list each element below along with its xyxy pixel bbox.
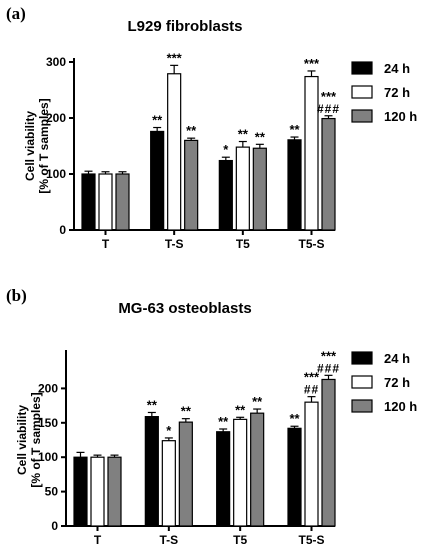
x-tick-label: T [102,237,110,251]
significance-label: ### [317,361,340,375]
significance-label: ** [147,397,158,412]
y-tick-label: 100 [38,450,58,464]
significance-label: ** [186,123,197,138]
bar-72h [304,75,319,231]
legend-swatch [351,61,373,75]
legend-label: 120 h [384,399,417,414]
x-tick-label: T-S [165,237,184,251]
significance-label: * [166,423,172,438]
y-tick-label: 200 [38,381,58,395]
significance-label: *** [304,370,320,385]
chart-title: L929 fibroblasts [127,18,243,35]
y-tick-label: 0 [51,519,58,533]
legend-swatch [351,85,373,99]
x-tick-label: T5 [233,533,247,547]
x-tick-label: T [94,533,102,547]
significance-label: ** [255,129,266,144]
y-tick-label: 150 [38,416,58,430]
bar-120h [184,139,199,231]
bar-24h [287,139,302,231]
significance-label: *** [304,56,320,71]
significance-label: ** [289,411,300,426]
bar-72h [304,401,319,527]
x-tick-label: T5-S [298,533,324,547]
legend-label: 72 h [384,375,410,390]
significance-label: ** [181,404,192,419]
bar-72h [235,146,250,231]
y-axis-label-line1: Cell viability [23,111,37,181]
y-tick-label: 50 [45,485,59,499]
significance-label: ** [218,414,229,429]
chart-title: MG-63 osteoblasts [118,300,252,317]
legend-swatch [351,399,373,413]
significance-label: ## [304,383,319,397]
significance-label: ** [152,113,163,128]
panel-b: (b) MG-63 osteoblasts 0 50 100 150 200 Cell v… [0,282,445,550]
y-axis-label-line1: Cell viability [15,405,29,475]
y-tick-label: 100 [46,167,66,181]
bar-24h [287,427,302,527]
bar-120h [250,412,265,527]
bar-72h [98,173,113,231]
significance-label: ** [235,402,246,417]
significance-label: * [223,142,229,157]
legend-label: 72 h [384,85,410,100]
legend-swatch [351,109,373,123]
legend-swatch [351,375,373,389]
y-tick-label: 0 [59,223,66,237]
bar-24h [150,130,165,231]
y-axis-label-line2: [% of T samples] [29,392,43,487]
bar-120h [107,456,122,527]
significance-label: ### [317,102,340,116]
bar-72h [90,456,105,527]
bar-120h [115,173,130,231]
legend-swatch [351,351,373,365]
panel-label: (a) [6,4,26,23]
significance-label: *** [321,89,337,104]
panel-label: (b) [6,286,27,305]
y-axis-label-line2: [% of T samples] [37,98,51,193]
legend-label: 120 h [384,109,417,124]
bar-120h [252,147,267,231]
l929-chart: 0 100 200 300 Cell viability [% of T samples]… [23,50,417,251]
y-tick-label: 300 [46,55,66,69]
bar-120h [178,421,193,527]
mg63-chart: 0 50 100 150 200 Cell viability [% of T sample… [15,348,417,547]
legend-label: 24 h [384,351,410,366]
x-tick-label: T5 [236,237,250,251]
legend-label: 24 h [384,61,410,76]
bar-72h [233,418,248,527]
bar-24h [144,416,159,527]
significance-label: ** [289,122,300,137]
bar-24h [218,159,233,231]
significance-label: *** [321,348,337,363]
significance-label: *** [167,50,183,65]
bar-72h [161,440,176,527]
x-tick-label: T5-S [298,237,324,251]
panel-a: (a) L929 fibroblasts 0 100 200 300 Cell viab… [0,0,445,270]
bar-120h [321,117,336,231]
x-tick-label: T-S [159,533,178,547]
significance-label: ** [252,394,263,409]
bar-120h [321,378,336,527]
bar-24h [73,456,88,527]
bar-72h [167,73,182,231]
bar-24h [216,431,231,527]
significance-label: ** [238,127,249,142]
y-tick-label: 200 [46,111,66,125]
bar-24h [81,173,96,231]
